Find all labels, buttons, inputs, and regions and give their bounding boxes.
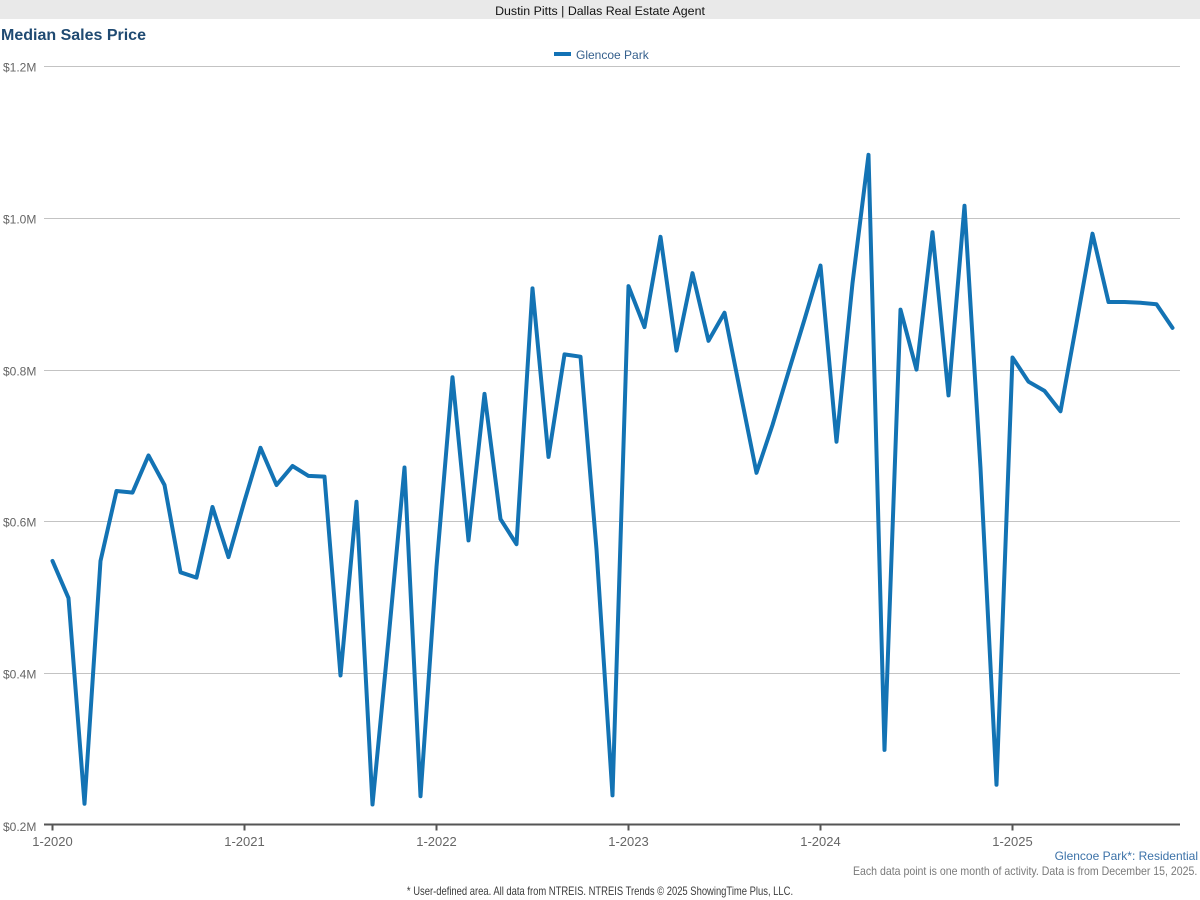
svg-text:1-2021: 1-2021 [224,834,264,849]
svg-text:$0.8M: $0.8M [3,365,36,379]
svg-text:$0.2M: $0.2M [3,820,36,834]
svg-text:1-2024: 1-2024 [800,834,840,849]
svg-text:$1.2M: $1.2M [3,61,36,75]
svg-text:1-2025: 1-2025 [992,834,1032,849]
svg-text:$0.6M: $0.6M [3,516,36,530]
svg-text:$0.4M: $0.4M [3,668,36,682]
svg-text:1-2022: 1-2022 [416,834,456,849]
svg-text:1-2020: 1-2020 [32,834,72,849]
svg-text:$1.0M: $1.0M [3,213,36,227]
svg-text:1-2023: 1-2023 [608,834,648,849]
